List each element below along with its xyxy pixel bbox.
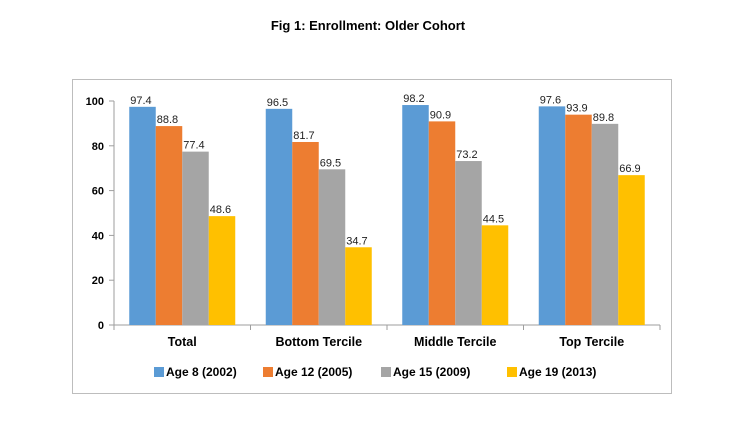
bar bbox=[182, 151, 209, 325]
x-axis: Total Bottom Tercile Middle Tercile Top Ter… bbox=[113, 324, 661, 349]
data-label: 97.4 bbox=[130, 95, 151, 107]
legend-swatch bbox=[507, 367, 517, 377]
data-label: 69.5 bbox=[320, 157, 341, 169]
bar bbox=[481, 225, 509, 325]
data-label: 93.9 bbox=[566, 103, 587, 115]
data-label: 90.9 bbox=[430, 109, 451, 121]
y-tick-label: 20 bbox=[92, 275, 104, 287]
legend: Age 8 (2002) Age 12 (2005) Age 15 (2009) Ag… bbox=[154, 365, 596, 379]
bar bbox=[455, 161, 482, 325]
data-label: 97.6 bbox=[540, 94, 561, 106]
legend-swatch bbox=[154, 367, 164, 377]
data-labels: 97.4 88.8 77.4 48.6 96.5 81.7 69.5 34.7 98.2 90.9… bbox=[130, 93, 640, 247]
data-label: 89.8 bbox=[593, 112, 614, 124]
data-label: 44.5 bbox=[483, 213, 504, 225]
y-tick-label: 60 bbox=[92, 186, 104, 198]
data-label: 73.2 bbox=[456, 149, 477, 161]
legend-label: Age 12 (2005) bbox=[275, 365, 352, 379]
bar bbox=[428, 121, 456, 325]
data-label: 77.4 bbox=[183, 140, 204, 152]
bar bbox=[155, 126, 183, 325]
x-tick-label: Top Tercile bbox=[559, 335, 624, 349]
bar bbox=[618, 175, 645, 325]
x-tick-label: Bottom Tercile bbox=[275, 335, 362, 349]
data-label: 81.7 bbox=[293, 130, 314, 142]
bar bbox=[565, 114, 592, 325]
bar bbox=[292, 141, 319, 325]
legend-label: Age 8 (2002) bbox=[166, 365, 237, 379]
chart-title: Fig 1: Enrollment: Older Cohort bbox=[270, 18, 466, 33]
data-label: 96.5 bbox=[267, 97, 288, 109]
y-tick-label: 40 bbox=[92, 230, 104, 242]
legend-swatch bbox=[263, 367, 273, 377]
y-tick-label: 0 bbox=[98, 320, 104, 332]
bar bbox=[345, 247, 372, 325]
y-axis: 0 20 40 60 80 100 bbox=[86, 96, 115, 332]
bar bbox=[208, 216, 236, 325]
bar bbox=[265, 108, 293, 325]
legend-label: Age 19 (2013) bbox=[519, 365, 596, 379]
data-label: 88.8 bbox=[157, 114, 178, 126]
data-label: 66.9 bbox=[619, 163, 640, 175]
data-label: 34.7 bbox=[346, 235, 367, 247]
bar bbox=[318, 169, 346, 325]
y-tick-label: 100 bbox=[86, 96, 104, 108]
bars bbox=[129, 105, 645, 326]
y-tick-label: 80 bbox=[92, 141, 104, 153]
bar bbox=[591, 123, 619, 326]
data-label: 48.6 bbox=[210, 204, 231, 216]
data-label: 98.2 bbox=[403, 93, 424, 105]
legend-label: Age 15 (2009) bbox=[393, 365, 470, 379]
x-tick-label: Total bbox=[168, 335, 197, 349]
bar bbox=[129, 106, 156, 325]
bar bbox=[402, 105, 429, 325]
legend-swatch bbox=[381, 367, 391, 377]
x-tick-label: Middle Tercile bbox=[414, 335, 496, 349]
bar bbox=[538, 106, 566, 325]
